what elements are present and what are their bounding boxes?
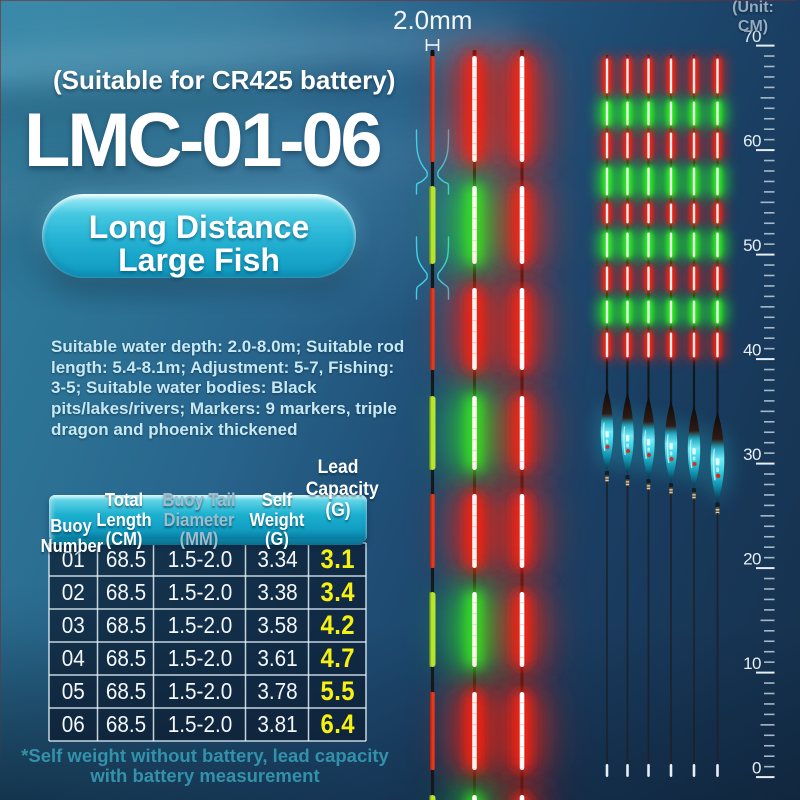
svg-text:10: 10: [743, 654, 761, 673]
svg-text:70: 70: [743, 27, 761, 46]
svg-text:60: 60: [743, 132, 761, 151]
svg-text:40: 40: [743, 341, 761, 360]
svg-text:50: 50: [743, 236, 761, 255]
svg-text:20: 20: [743, 550, 761, 569]
svg-text:0: 0: [752, 759, 761, 778]
svg-text:30: 30: [743, 445, 761, 464]
